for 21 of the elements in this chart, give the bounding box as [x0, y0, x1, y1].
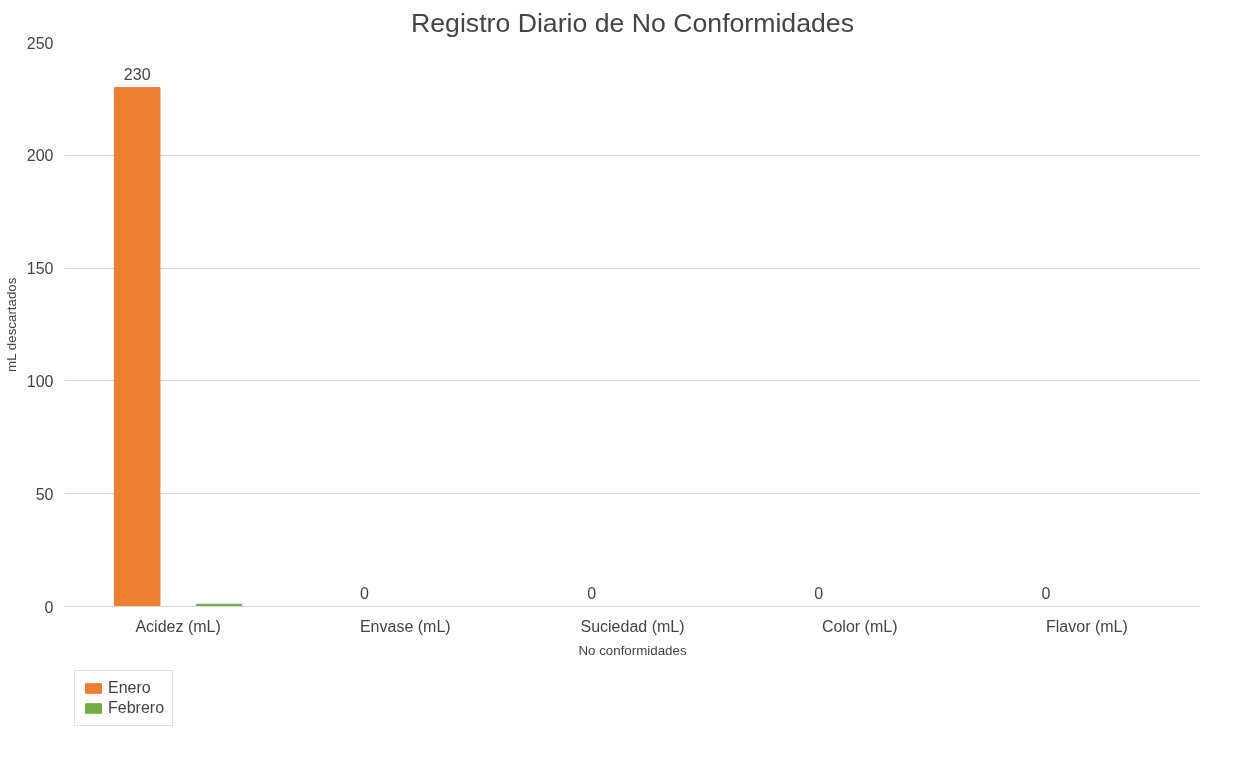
y-tick-label: 100	[26, 372, 54, 390]
data-label: 0	[359, 584, 369, 602]
x-tick-label: Acidez (mL)	[135, 617, 221, 635]
legend-label: Enero	[108, 679, 151, 697]
x-tick-label: Envase (mL)	[359, 617, 451, 635]
y-tick-label: 200	[26, 147, 54, 165]
data-label: 0	[814, 584, 824, 602]
legend-label: Febrero	[108, 699, 165, 717]
x-tick-label: Suciedad (mL)	[580, 617, 685, 635]
y-tick-label: 50	[35, 485, 54, 503]
x-tick-label: Flavor (mL)	[1046, 617, 1128, 635]
y-axis-title: mL descartados	[3, 277, 19, 372]
x-axis-title: No conformidades	[578, 642, 687, 658]
y-tick-label: 150	[26, 260, 54, 278]
chart-title: Registro Diario de No Conformidades	[411, 7, 854, 38]
x-tick-label: Color (mL)	[821, 617, 898, 635]
data-label: 0	[1041, 584, 1051, 602]
y-tick-label: 250	[26, 34, 54, 52]
data-label: 230	[123, 65, 151, 83]
y-tick-label: 0	[44, 598, 54, 616]
data-label: 0	[587, 584, 597, 602]
